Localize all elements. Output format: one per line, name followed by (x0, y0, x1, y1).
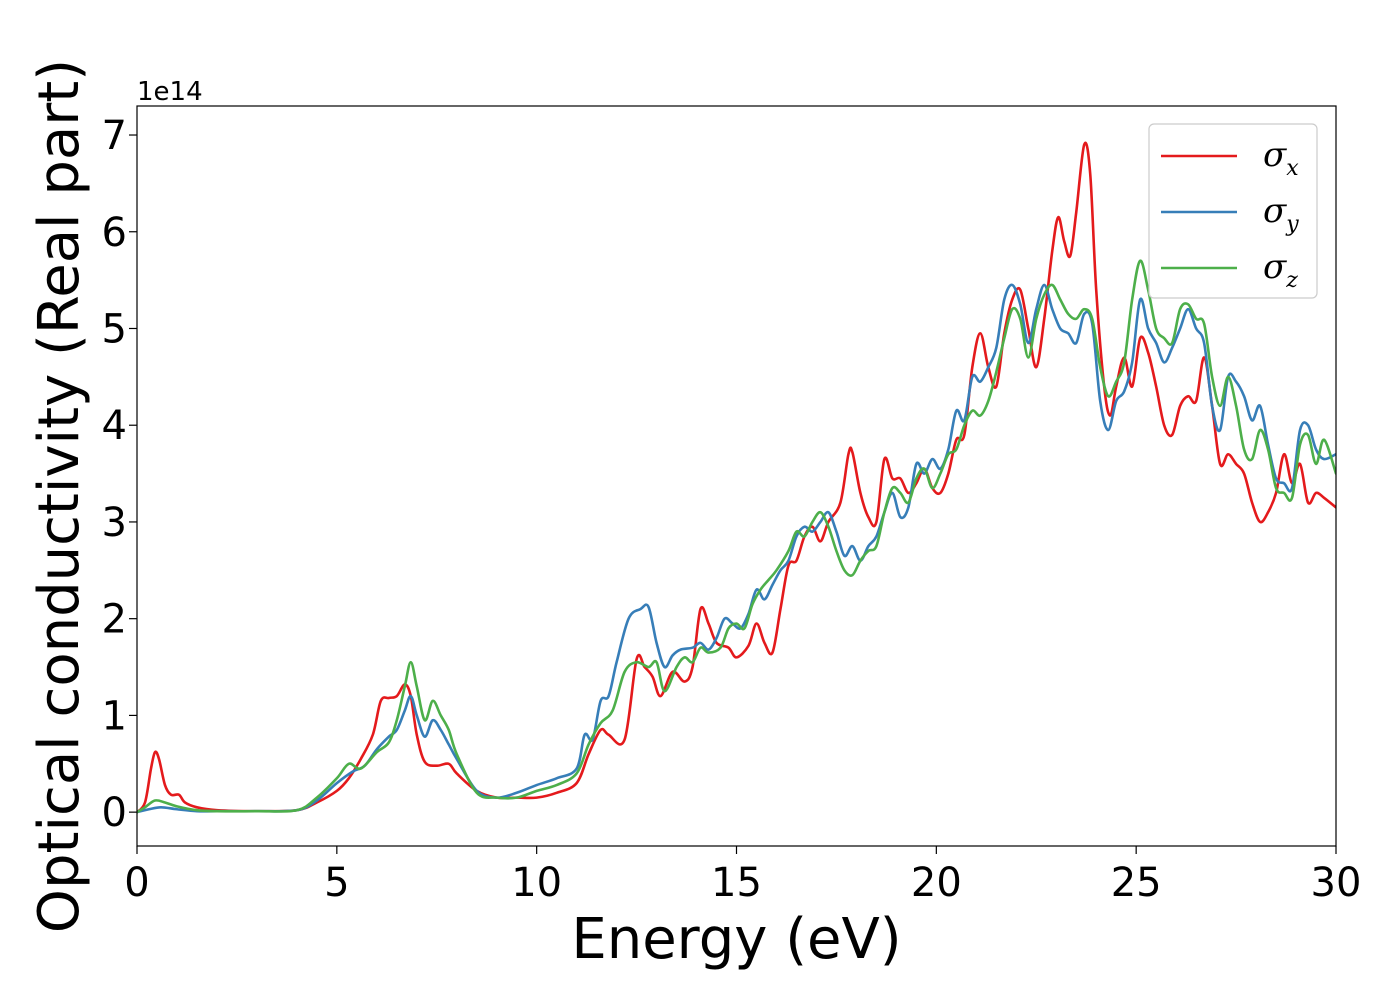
ticks-layer: 0 5 10 15 20 25 30 0 1 2 3 4 5 6 7 (102, 113, 1362, 906)
legend-label-sigma-z: σz (1263, 247, 1298, 293)
legend-label-sigma-x: σx (1263, 135, 1299, 181)
y-tick-label: 4 (102, 403, 127, 449)
x-tick-label: 30 (1311, 860, 1362, 906)
series-line-sigma-y (137, 283, 1336, 814)
y-tick-label: 0 (102, 790, 127, 836)
x-tick-label: 5 (324, 860, 349, 906)
series-line-sigma-z (137, 259, 1336, 814)
legend-label-base: σ (1263, 135, 1287, 175)
y-tick-label: 3 (102, 500, 127, 546)
x-tick-label: 15 (711, 860, 762, 906)
y-tick-label: 2 (102, 597, 127, 643)
x-axis-label: Energy (eV) (571, 907, 901, 972)
y-tick-label: 6 (102, 210, 127, 256)
x-tick-label: 20 (911, 860, 962, 906)
x-tick-label: 25 (1111, 860, 1162, 906)
legend-label-sigma-y: σy (1263, 191, 1299, 237)
y-axis-label: Optical conductivity (Real part) (27, 59, 92, 933)
legend-label-base: σ (1263, 191, 1287, 231)
series-layer (137, 141, 1336, 814)
legend-label-subscript: y (1285, 212, 1299, 237)
y-tick-label: 1 (102, 693, 127, 739)
y-exponent-label: 1e14 (137, 77, 203, 107)
y-tick-label: 5 (102, 306, 127, 352)
y-tick-label: 7 (102, 113, 127, 159)
x-tick-label: 0 (124, 860, 149, 906)
legend-label-base: σ (1263, 247, 1287, 287)
x-tick-label: 10 (511, 860, 562, 906)
legend-label-subscript: z (1285, 268, 1298, 293)
legend-label-subscript: x (1286, 156, 1299, 181)
